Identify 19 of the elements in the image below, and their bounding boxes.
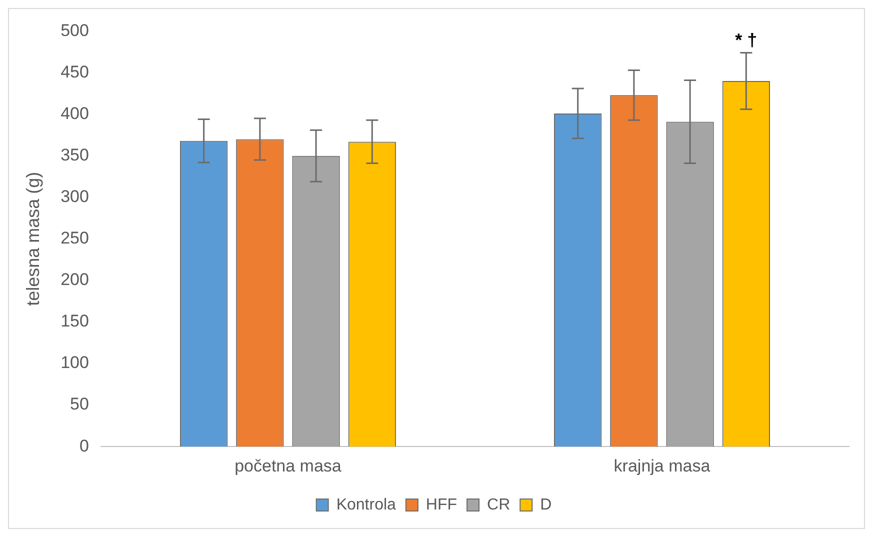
y-tick-label: 500 — [60, 20, 89, 40]
annotation: * † — [735, 30, 758, 50]
legend-label: D — [540, 496, 552, 514]
y-tick-label: 100 — [60, 353, 89, 372]
y-tick-label: 0 — [79, 436, 89, 456]
legend-label: HFF — [426, 496, 458, 514]
y-tick-label: 400 — [60, 104, 89, 123]
y-axis-title: telesna masa (g) — [22, 172, 43, 306]
x-tick-label: krajnja masa — [614, 456, 711, 476]
legend-label: Kontrola — [336, 496, 396, 514]
y-tick-label: 350 — [60, 146, 89, 165]
y-tick-label: 450 — [60, 62, 89, 82]
y-tick-label: 150 — [60, 312, 89, 331]
y-tick-label: 250 — [60, 228, 89, 248]
y-tick-label: 50 — [70, 394, 89, 414]
y-tick-label: 200 — [60, 270, 89, 290]
x-tick-label: početna masa — [234, 456, 342, 476]
y-tick-label: 300 — [60, 187, 89, 206]
legend-label: CR — [487, 496, 510, 514]
